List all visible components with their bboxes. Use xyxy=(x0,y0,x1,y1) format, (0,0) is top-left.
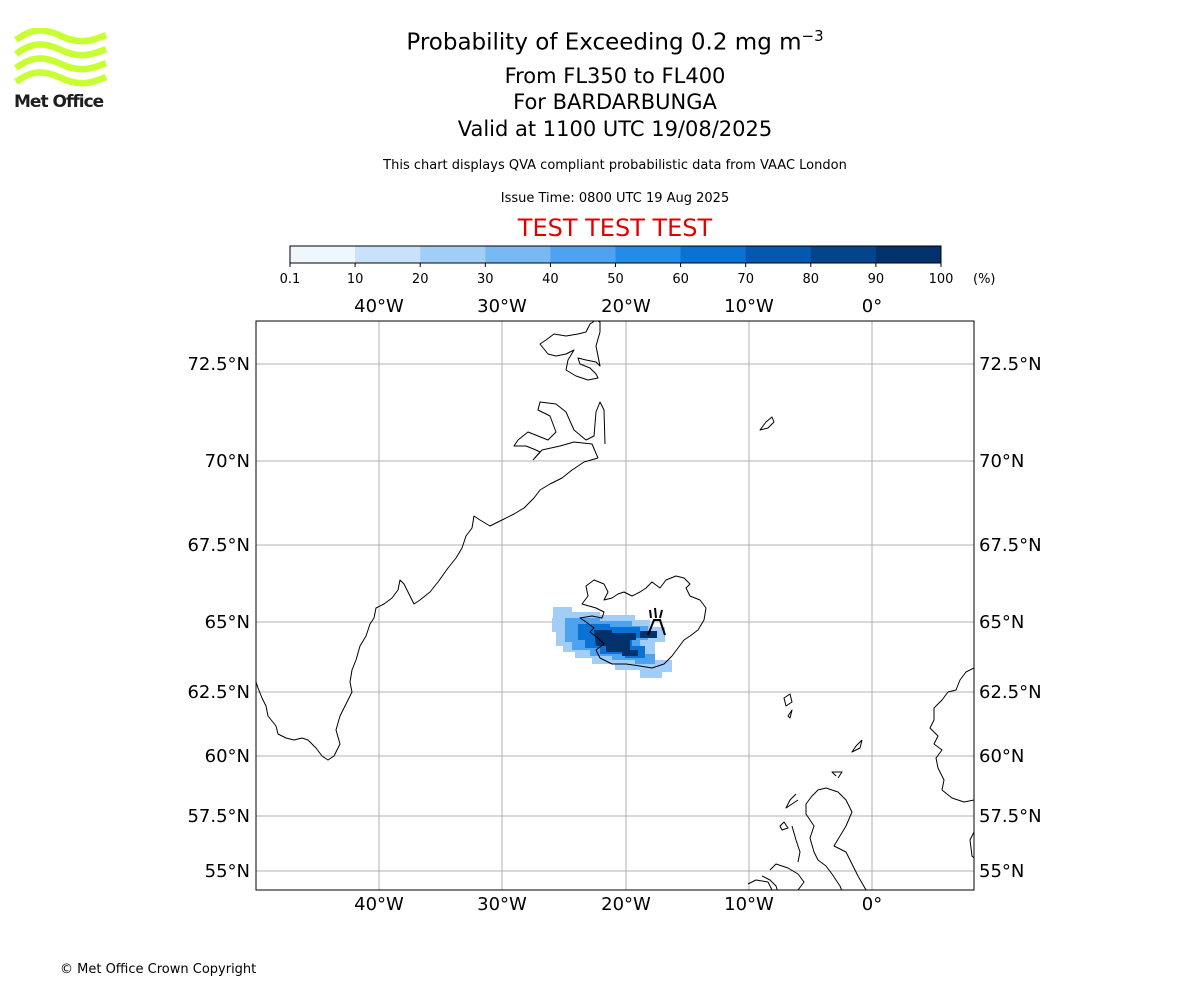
lat-label-left: 65°N xyxy=(205,612,250,633)
lat-label-left: 57.5°N xyxy=(187,806,250,827)
lon-label-bottom: 0° xyxy=(862,894,882,915)
flight-level-range: From FL350 to FL400 xyxy=(504,64,726,88)
lat-label-left: 62.5°N xyxy=(187,682,250,703)
chart-title-text: Probability of Exceeding 0.2 mg m xyxy=(406,29,802,56)
probability-colorbar: 0.1 10 20 30 40 50 60 70 80 90 100 (%) xyxy=(280,245,996,287)
colorbar-block xyxy=(615,246,682,263)
lat-label-right: 70°N xyxy=(979,451,1024,472)
iceland-coastline xyxy=(579,575,707,669)
chart-title-unit-exponent: −3 xyxy=(801,27,824,45)
lat-label-right: 62.5°N xyxy=(979,682,1042,703)
colorbar-block xyxy=(420,246,486,263)
colorbar-block xyxy=(550,246,616,263)
coastlines xyxy=(256,321,974,890)
colorbar-tick-label: 60 xyxy=(672,272,689,287)
colorbar-block xyxy=(290,246,356,263)
plume-core xyxy=(594,630,638,656)
colorbar-block xyxy=(810,246,877,263)
colorbar-unit: (%) xyxy=(973,272,996,287)
lat-label-right: 60°N xyxy=(979,746,1024,767)
colorbar-ticks: 0.1 10 20 30 40 50 60 70 80 90 100 xyxy=(280,263,954,287)
map-frame xyxy=(255,320,975,891)
norway-coastline xyxy=(929,667,974,859)
colorbar-tick-label: 80 xyxy=(803,272,820,287)
longitude-labels-bottom: 40°W 30°W 20°W 10°W 0° xyxy=(354,894,882,915)
issue-time: Issue Time: 0800 UTC 19 Aug 2025 xyxy=(500,191,730,206)
volcano-marker-icon xyxy=(647,607,666,636)
longitude-labels-top: 40°W 30°W 20°W 10°W 0° xyxy=(354,296,882,317)
colorbar-tick-label: 100 xyxy=(929,272,954,287)
lat-label-right: 72.5°N xyxy=(979,354,1042,375)
colorbar-tick-label: 20 xyxy=(412,272,429,287)
scotland-coastline xyxy=(747,739,867,890)
valid-time: Valid at 1100 UTC 19/08/2025 xyxy=(457,117,773,141)
lon-label-top: 30°W xyxy=(477,296,527,317)
latitude-labels-left: 72.5°N 70°N 67.5°N 65°N 62.5°N 60°N 57.5… xyxy=(187,354,250,882)
volcano-plume-lines xyxy=(649,607,663,619)
colorbar-tick-label: 0.1 xyxy=(280,272,301,287)
lat-label-left: 67.5°N xyxy=(187,535,250,556)
colorbar-tick-label: 70 xyxy=(737,272,754,287)
colorbar-tick-label: 90 xyxy=(868,272,885,287)
lon-label-bottom: 10°W xyxy=(724,894,774,915)
chart-description: This chart displays QVA compliant probab… xyxy=(383,158,847,173)
met-office-logo-text: Met Office xyxy=(14,92,104,112)
met-office-logo: Met Office xyxy=(14,27,109,113)
lat-label-left: 70°N xyxy=(205,451,250,472)
colorbar-tick-label: 50 xyxy=(607,272,624,287)
colorbar-tick-label: 40 xyxy=(542,272,559,287)
lon-label-bottom: 40°W xyxy=(354,894,404,915)
lat-label-right: 57.5°N xyxy=(979,806,1042,827)
colorbar-block xyxy=(875,246,942,263)
lon-label-top: 40°W xyxy=(354,296,404,317)
faroe-islands-coastline xyxy=(783,693,793,719)
colorbar-block xyxy=(680,246,747,263)
copyright-notice: © Met Office Crown Copyright xyxy=(60,962,257,977)
lon-label-bottom: 20°W xyxy=(601,894,651,915)
ash-plume-probability xyxy=(552,607,672,678)
lon-label-top: 10°W xyxy=(724,296,774,317)
latitude-labels-right: 72.5°N 70°N 67.5°N 65°N 62.5°N 60°N 57.5… xyxy=(979,354,1042,882)
map-background xyxy=(256,321,974,890)
volcano-cone xyxy=(647,619,666,636)
chart-title: Probability of Exceeding 0.2 mg m−3 xyxy=(315,27,915,56)
jan-mayen-coastline xyxy=(759,416,775,431)
colorbar-block xyxy=(745,246,812,263)
colorbar-block xyxy=(355,246,421,263)
test-banner: TEST TEST TEST xyxy=(517,214,713,242)
greenland-coastline xyxy=(256,321,606,761)
colorbar-blocks xyxy=(290,246,942,263)
lat-label-right: 65°N xyxy=(979,612,1024,633)
lon-label-top: 0° xyxy=(862,296,882,317)
lat-label-left: 72.5°N xyxy=(187,354,250,375)
ash-probability-map: 40°W 30°W 20°W 10°W 0° 40°W 30°W 20°W 10… xyxy=(187,296,1042,915)
lon-label-bottom: 30°W xyxy=(477,894,527,915)
graticule xyxy=(256,321,974,890)
colorbar-tick-label: 10 xyxy=(347,272,364,287)
colorbar-tick-label: 30 xyxy=(477,272,494,287)
lon-label-top: 20°W xyxy=(601,296,651,317)
colorbar-block xyxy=(485,246,551,263)
met-office-waves-icon xyxy=(14,27,108,87)
lat-label-left: 60°N xyxy=(205,746,250,767)
volcano-name: For BARDARBUNGA xyxy=(513,90,717,114)
lat-label-right: 67.5°N xyxy=(979,535,1042,556)
lat-label-right: 55°N xyxy=(979,861,1024,882)
lat-label-left: 55°N xyxy=(205,861,250,882)
